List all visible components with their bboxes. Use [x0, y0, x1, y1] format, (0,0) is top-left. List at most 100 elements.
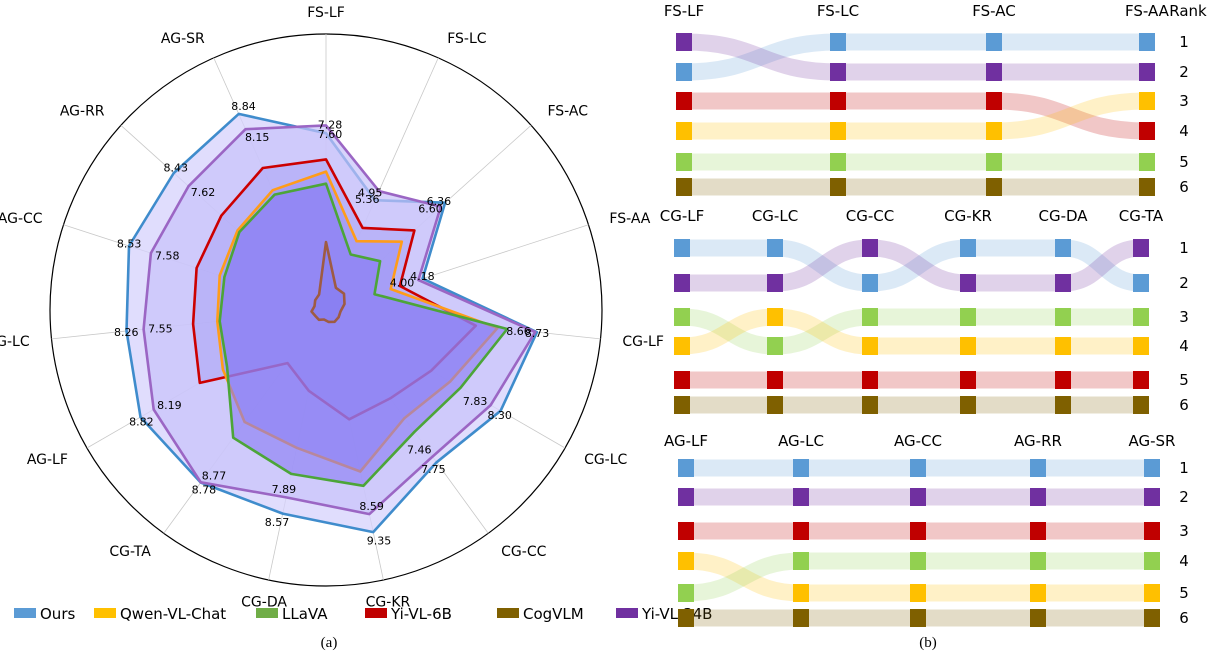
column-label-cg-ta: CG-TA	[1119, 207, 1164, 225]
column-label-ag-rr: AG-RR	[1014, 432, 1062, 450]
rank-number-3-2: 2	[1179, 488, 1189, 506]
axis-label-cg-ta: CG-TA	[109, 544, 151, 560]
marker-cogvlm-fs-aa	[1139, 178, 1155, 196]
marker-yi-vl-6b-fs-aa	[1139, 122, 1155, 140]
marker-qwen-vl-chat-fs-lf	[676, 122, 692, 140]
radar-series-cogvlm	[310, 240, 346, 324]
data-label-fs-aa-2: 4.18	[410, 270, 435, 283]
marker-yi-vl-34b-ag-rr	[1030, 488, 1046, 506]
rank-bump-chart: Rank FS-LF FS-LC FS-AC FS-AA 1 2 3 4 5 6 CG-LF CG-LC…	[660, 2, 1207, 627]
marker-yi-vl-34b-fs-lc	[830, 63, 846, 81]
bump-group-2: CG-LF CG-LC CG-CC CG-KR CG-DA CG-TA 1 2 3 4 5 6	[660, 207, 1189, 414]
marker-yi-vl-34b-ag-lc	[793, 488, 809, 506]
column-label-cg-kr: CG-KR	[944, 207, 992, 225]
marker-qwen-vl-chat-fs-lc	[830, 122, 846, 140]
marker-ours-ag-cc	[910, 459, 926, 477]
legend-label-ours: Ours	[40, 605, 75, 623]
column-label-fs-lc: FS-LC	[817, 2, 859, 20]
data-label-ag-lc-1: 7.55	[148, 322, 173, 335]
legend-label-yi-vl-34b: Yi-VL-34B	[641, 605, 712, 623]
data-label-ag-lc-2: 8.26	[114, 326, 139, 339]
bump-group-1: FS-LF FS-LC FS-AC FS-AA 1 2 3 4 5 6	[664, 2, 1189, 196]
legend-swatch-yi-vl-34b	[616, 608, 638, 618]
marker-cogvlm-cg-ta	[1133, 396, 1149, 414]
data-label-ag-rr-2: 8.43	[164, 161, 189, 174]
marker-ours-cg-ta	[1133, 274, 1149, 292]
data-label-fs-aa-1: 4.00	[390, 277, 415, 290]
data-label-fs-lc-1: 5.36	[355, 193, 380, 206]
marker-ours-cg-lc	[767, 239, 783, 257]
rank-number-2-1: 1	[1179, 239, 1189, 257]
axis-label-cg-cc: CG-CC	[501, 544, 546, 560]
data-label-cg-cc-1: 7.46	[407, 444, 432, 457]
marker-llava-cg-lf	[674, 308, 690, 326]
marker-yi-vl-34b-ag-lf	[678, 488, 694, 506]
marker-ours-ag-lc	[793, 459, 809, 477]
marker-llava-ag-cc	[910, 552, 926, 570]
marker-llava-ag-sr	[1144, 552, 1160, 570]
rank-number-2-4: 4	[1179, 337, 1189, 355]
axis-label-cg-lf: CG-LF	[622, 334, 664, 350]
marker-llava-ag-lf	[678, 584, 694, 602]
marker-ours-cg-cc	[862, 274, 878, 292]
axis-label-fs-lf: FS-LF	[307, 5, 345, 21]
marker-yi-vl-34b-cg-lf	[674, 274, 690, 292]
band-yi-vl-6b	[683, 92, 1148, 140]
legend-label-yi-vl-6b: Yi-VL-6B	[390, 605, 452, 623]
rank-number-2-3: 3	[1179, 308, 1189, 326]
marker-yi-vl-6b-fs-lf	[676, 92, 692, 110]
marker-yi-vl-6b-ag-sr	[1144, 522, 1160, 540]
caption-b: (b)	[919, 635, 937, 651]
marker-ours-cg-lf	[674, 239, 690, 257]
legend-swatch-ours	[14, 608, 36, 618]
column-label-cg-cc: CG-CC	[846, 207, 894, 225]
data-label-cg-da-2: 8.57	[265, 516, 290, 529]
rank-number-1-1: 1	[1179, 33, 1189, 51]
marker-ours-cg-da	[1055, 239, 1071, 257]
column-label-fs-aa: FS-AA	[1125, 2, 1170, 20]
marker-cogvlm-cg-lf	[674, 396, 690, 414]
marker-llava-cg-lc	[767, 337, 783, 355]
marker-yi-vl-6b-cg-da	[1055, 371, 1071, 389]
marker-cogvlm-fs-lf	[676, 178, 692, 196]
rank-number-3-6: 6	[1179, 609, 1189, 627]
axis-label-ag-sr: AG-SR	[161, 31, 205, 47]
radar-chart: FS-LF FS-LC FS-AC FS-AA CG-LF CG-LC CG-CC CG-KR…	[0, 5, 664, 610]
marker-llava-fs-aa	[1139, 153, 1155, 171]
column-label-ag-sr: AG-SR	[1129, 432, 1176, 450]
data-label-cg-kr-1: 8.59	[359, 500, 384, 513]
axis-label-ag-lf: AG-LF	[27, 452, 68, 468]
marker-cogvlm-ag-lc	[793, 609, 809, 627]
marker-cogvlm-cg-da	[1055, 396, 1071, 414]
data-label-cg-lf-2: 8.73	[525, 327, 550, 340]
marker-qwen-vl-chat-cg-lc	[767, 308, 783, 326]
column-label-cg-lf: CG-LF	[660, 207, 705, 225]
axis-label-fs-aa: FS-AA	[609, 211, 650, 227]
data-label-ag-rr-1: 7.62	[191, 186, 216, 199]
marker-qwen-vl-chat-ag-rr	[1030, 584, 1046, 602]
marker-llava-cg-ta	[1133, 308, 1149, 326]
data-label-fs-ac-2: 6.36	[427, 195, 452, 208]
data-label-cg-lf-1: 8.66	[506, 325, 531, 338]
data-label-ag-lf-1: 8.19	[157, 399, 182, 412]
legend-label-cogvlm: CogVLM	[523, 605, 584, 623]
marker-qwen-vl-chat-fs-aa	[1139, 92, 1155, 110]
marker-yi-vl-34b-fs-lf	[676, 33, 692, 51]
marker-llava-cg-da	[1055, 308, 1071, 326]
marker-ours-fs-lc	[830, 33, 846, 51]
marker-yi-vl-34b-cg-ta	[1133, 239, 1149, 257]
radar-series-llava	[218, 182, 509, 488]
marker-llava-fs-lc	[830, 153, 846, 171]
band-yi-vl-34b	[683, 33, 1147, 81]
legend-label-llava: LLaVA	[282, 605, 328, 623]
data-label-cg-kr-2: 9.35	[367, 534, 392, 547]
rank-number-1-5: 5	[1179, 153, 1189, 171]
data-label-fs-ac-1: 6.60	[418, 202, 443, 215]
marker-ours-cg-kr	[960, 239, 976, 257]
legend-swatch-yi-vl-6b	[365, 608, 387, 618]
marker-qwen-vl-chat-fs-ac	[986, 122, 1002, 140]
column-label-ag-cc: AG-CC	[894, 432, 942, 450]
marker-llava-ag-lc	[793, 552, 809, 570]
marker-yi-vl-6b-cg-lc	[767, 371, 783, 389]
